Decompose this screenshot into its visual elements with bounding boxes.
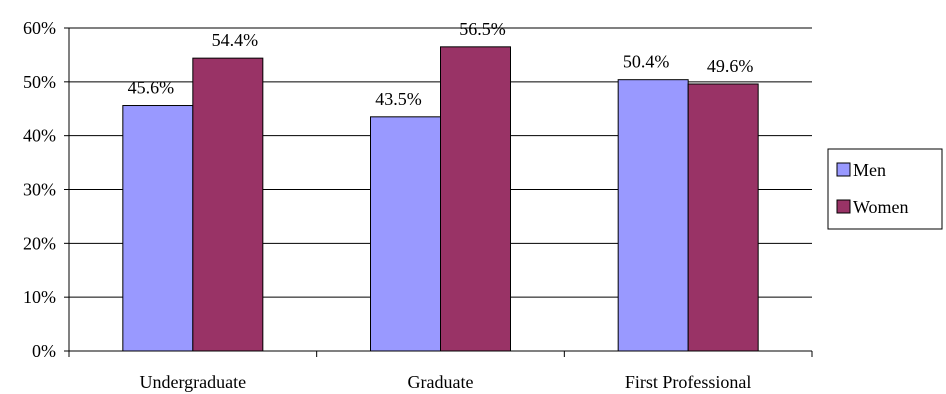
labels: 0% 10% 20% 30% 40% 50% 60% 45.6% 54.4% Undergradu… (23, 18, 753, 392)
data-label: 54.4% (212, 30, 259, 50)
data-label: 50.4% (623, 52, 670, 72)
legend-box (827, 148, 943, 230)
bar-women-2 (687, 83, 759, 352)
axes (64, 27, 813, 357)
data-label: 49.6% (707, 56, 754, 76)
data-label: 43.5% (375, 89, 422, 109)
y-tick-label: 0% (32, 341, 56, 361)
y-tick-label: 10% (23, 287, 56, 307)
legend-label-men: Men (853, 160, 886, 180)
y-tick-label: 50% (23, 72, 56, 92)
data-label: 56.5% (459, 19, 506, 39)
bar-men-1 (370, 116, 441, 352)
legend: Men Women (827, 148, 943, 230)
legend-swatch-men (836, 162, 851, 177)
bars (122, 46, 759, 352)
y-tick-label: 30% (23, 180, 56, 200)
bar-women-1 (440, 46, 511, 352)
y-tick-label: 20% (23, 233, 56, 253)
x-category-label: Undergraduate (140, 372, 247, 392)
legend-swatch-women (836, 199, 851, 214)
bar-men-2 (617, 79, 689, 352)
y-tick-label: 60% (23, 18, 56, 38)
bar-men-0 (122, 105, 194, 352)
y-tick-label: 40% (23, 126, 56, 146)
data-label: 45.6% (128, 78, 175, 98)
legend-label-women: Women (853, 197, 909, 217)
x-category-label: First Professional (625, 372, 752, 392)
x-category-label: Graduate (408, 372, 474, 392)
bar-women-0 (192, 57, 264, 352)
